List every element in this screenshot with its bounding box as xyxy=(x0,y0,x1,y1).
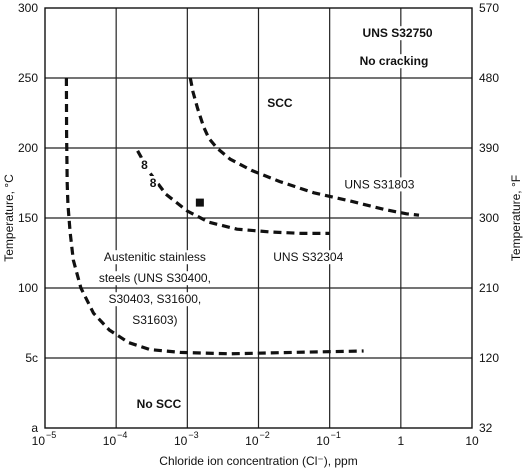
y-tick-label-left: a xyxy=(31,421,38,435)
annotation-background xyxy=(131,313,179,328)
annotation-aus4: S31603) xyxy=(132,313,177,327)
y-axis-label-left: Temperature, °C xyxy=(2,174,16,262)
annotation-background xyxy=(107,292,203,307)
annotation-aus1: Austenitic stainless xyxy=(104,250,206,264)
annotation-scc: SCC xyxy=(267,96,293,110)
y-tick-label-right: 32 xyxy=(479,421,493,435)
y-axis-label-right: Temperature, °F xyxy=(509,175,523,261)
annotation-background xyxy=(358,54,430,69)
annotation-background xyxy=(140,157,150,172)
y-tick-label-left: 250 xyxy=(18,71,38,85)
y-tick-label-right: 480 xyxy=(479,71,499,85)
annotation-background xyxy=(135,397,183,412)
y-tick-label-left: 100 xyxy=(18,281,38,295)
series-line-austenitic-stainless-steels-uns-s30400-s30403-s31600-s31603 xyxy=(64,77,364,356)
y-tick-label-left: 5c xyxy=(25,351,38,365)
annotation-background xyxy=(102,250,207,265)
x-tick-label: 10 xyxy=(174,434,188,448)
y-tick-label-left: 150 xyxy=(18,211,38,225)
y-tick-label-right: 570 xyxy=(479,1,499,15)
annotation-background xyxy=(266,96,294,111)
annotation-s32304: UNS S32304 xyxy=(273,250,343,264)
annotation-eight2: 8 xyxy=(150,176,157,190)
annotation-nocrack: No cracking xyxy=(360,54,429,68)
y-tick-label-right: 390 xyxy=(479,141,499,155)
x-tick-label: 10 xyxy=(245,434,259,448)
annotation-background xyxy=(343,177,416,192)
annotation-eight1: 8 xyxy=(141,158,148,172)
annotation-s32750: UNS S32750 xyxy=(363,26,433,40)
annotation-background xyxy=(272,250,345,265)
y-tick-label-right: 120 xyxy=(479,351,499,365)
series-line-uns-s31803 xyxy=(188,77,420,217)
y-tick-label-right: 300 xyxy=(479,211,499,225)
annotation-background xyxy=(97,271,212,286)
annotation-aus2: steels (UNS S30400, xyxy=(99,271,211,285)
annotation-s31803: UNS S31803 xyxy=(344,177,414,191)
x-tick-exponent: −5 xyxy=(46,430,56,440)
data-marker xyxy=(195,198,204,207)
annotation-background xyxy=(148,176,158,190)
x-tick-label: 10 xyxy=(103,434,117,448)
x-tick-label: 1 xyxy=(397,434,404,448)
x-tick-exponent: −3 xyxy=(188,430,198,440)
x-tick-label: 10 xyxy=(32,434,46,448)
series-line-uns-s32304 xyxy=(136,150,330,235)
x-axis-label: Chloride ion concentration (Cl⁻), ppm xyxy=(159,454,357,468)
x-tick-label: 10 xyxy=(316,434,330,448)
y-tick-label-right: 210 xyxy=(479,281,499,295)
x-tick-exponent: −4 xyxy=(117,430,127,440)
y-tick-label-left: 200 xyxy=(18,141,38,155)
x-tick-label: 10 xyxy=(465,434,479,448)
x-tick-exponent: −1 xyxy=(331,430,341,440)
annotation-aus3: S30403, S31600, xyxy=(109,292,202,306)
annotation-background xyxy=(361,26,434,41)
x-tick-exponent: −2 xyxy=(260,430,270,440)
annotation-noscc: No SCC xyxy=(137,397,182,411)
plot-frame xyxy=(44,7,473,429)
y-tick-label-left: 300 xyxy=(18,1,38,15)
